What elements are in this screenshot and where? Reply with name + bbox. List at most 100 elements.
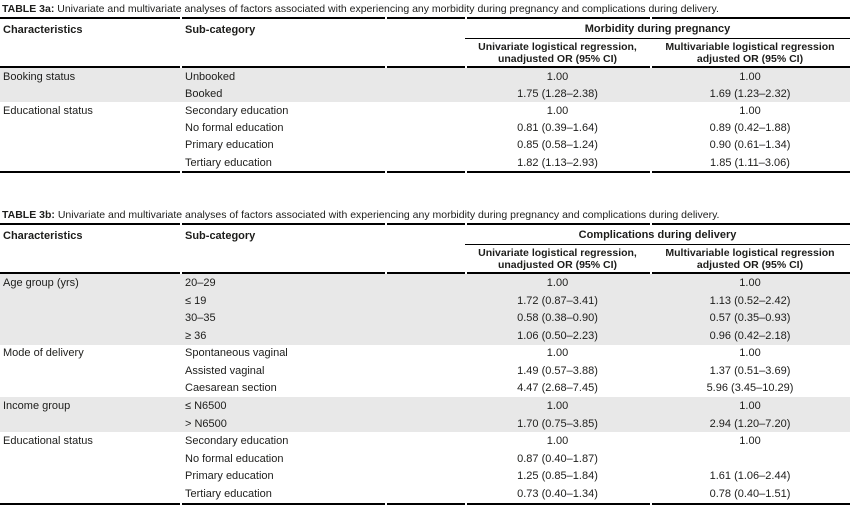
table-3a-top-rule (0, 17, 850, 19)
column-header-univariate-line1: Univariate logistical regression, (478, 246, 637, 259)
table-row: ≥ 36 1.06 (0.50–2.23) 0.96 (0.42–2.18) (0, 326, 850, 345)
row-multivariable-or: 2.94 (1.20–7.20) (709, 417, 791, 430)
row-characteristic: Mode of delivery (3, 347, 84, 360)
table-row: Age group (yrs) 20–29 1.00 1.00 (0, 274, 850, 292)
row-multivariable-or: 1.00 (739, 276, 761, 289)
row-univariate-or: 1.00 (546, 276, 569, 289)
table-row: Educational status Secondary education 1… (0, 102, 850, 119)
rule-column-gap (180, 171, 182, 174)
row-univariate-or: 0.85 (0.58–1.24) (517, 139, 598, 152)
row-univariate-or: 1.25 (0.85–1.84) (517, 470, 598, 483)
table-row: Tertiary education 1.82 (1.13–2.93) 1.85… (0, 154, 850, 171)
row-multivariable-or: 0.57 (0.35–0.93) (709, 312, 791, 325)
table-3a-header-row-1: Characteristics Sub-category Morbidity d… (0, 19, 850, 39)
row-multivariable-or: 0.96 (0.42–2.18) (709, 329, 791, 342)
row-multivariable-or: 1.00 (739, 435, 761, 448)
rule-column-gap (385, 272, 387, 275)
row-subcategory: Caesarean section (185, 382, 277, 395)
rule-column-gap (180, 272, 182, 275)
row-subcategory: No formal education (185, 452, 284, 465)
table-3b-body: Age group (yrs) 20–29 1.00 1.00 ≤ 19 1.7… (0, 274, 850, 503)
row-multivariable-or: 5.96 (3.45–10.29) (706, 382, 794, 395)
column-header-multivariable-line1: Multivariable logistical regression (665, 40, 835, 53)
column-header-univariate: Univariate logistical regression, unadju… (465, 41, 650, 65)
rule-column-gap (650, 66, 652, 68)
table-3b-title-label: TABLE 3b: (2, 209, 55, 222)
row-characteristic: Booking status (3, 70, 76, 83)
rule-column-gap (650, 272, 652, 275)
rule-column-gap (180, 66, 182, 68)
row-univariate-or: 1.72 (0.87–3.41) (517, 294, 598, 307)
table-row: Tertiary education 0.73 (0.40–1.34) 0.78… (0, 485, 850, 503)
row-univariate-or: 1.00 (546, 70, 569, 83)
row-characteristic: Age group (yrs) (3, 276, 79, 289)
row-subcategory: Primary education (185, 139, 274, 152)
row-subcategory: Secondary education (185, 435, 289, 448)
table-3a-title-label: TABLE 3a: (2, 3, 55, 15)
table-row: ≤ 19 1.72 (0.87–3.41) 1.13 (0.52–2.42) (0, 291, 850, 310)
column-header-subcategory: Sub-category (185, 230, 256, 243)
row-subcategory: Tertiary education (185, 156, 272, 169)
table-3a-body: Booking status Unbooked 1.00 1.00 Booked… (0, 68, 850, 171)
column-header-multivariable-line2: adjusted OR (95% CI) (696, 258, 804, 271)
row-multivariable-or: 1.13 (0.52–2.42) (709, 294, 791, 307)
row-subcategory: 20–29 (185, 276, 216, 289)
row-univariate-or: 0.73 (0.40–1.34) (517, 488, 598, 501)
rule-column-gap (385, 171, 387, 174)
table-3b: TABLE 3b: Univariate and multivariate an… (0, 206, 850, 505)
row-subcategory: Assisted vaginal (185, 364, 265, 377)
row-subcategory: Secondary education (185, 104, 289, 117)
row-subcategory: 30–35 (185, 312, 216, 325)
row-subcategory: ≤ 19 (185, 294, 207, 307)
row-subcategory: Primary education (185, 470, 274, 483)
row-subcategory: Booked (185, 87, 223, 100)
column-header-univariate-line1: Univariate logistical regression, (478, 40, 637, 53)
column-header-univariate-line2: unadjusted OR (95% CI) (497, 52, 617, 65)
table-3a-title-text: Univariate and multivariate analyses of … (57, 3, 719, 15)
row-univariate-or: 4.47 (2.68–7.45) (517, 382, 598, 395)
row-characteristic: Educational status (3, 435, 93, 448)
row-univariate-or: 1.82 (1.13–2.93) (517, 156, 598, 169)
table-3a-header-bottom-rule (0, 66, 850, 68)
row-multivariable-or: 1.69 (1.23–2.32) (709, 87, 791, 100)
row-multivariable-or: 1.00 (739, 104, 761, 117)
rule-column-gap (465, 223, 467, 226)
rule-column-gap (385, 223, 387, 226)
rule-column-gap (180, 223, 182, 226)
rule-column-gap (180, 17, 182, 19)
row-multivariable-or: 0.89 (0.42–1.88) (709, 122, 791, 135)
row-subcategory: Unbooked (185, 70, 236, 83)
row-characteristic: Educational status (3, 104, 93, 117)
row-subcategory: Tertiary education (185, 488, 272, 501)
rule-column-gap (385, 66, 387, 68)
rule-column-gap (650, 17, 652, 19)
group-header-morbidity: Morbidity during pregnancy (465, 23, 850, 39)
table-row: Educational status Secondary education 1… (0, 432, 850, 450)
table-3b-top-rule (0, 223, 850, 226)
row-subcategory: ≥ 36 (185, 329, 207, 342)
table-row: No formal education 0.87 (0.40–1.87) (0, 450, 850, 468)
rule-column-gap (465, 171, 467, 174)
table-row: Primary education 0.85 (0.58–1.24) 0.90 … (0, 137, 850, 154)
row-multivariable-or: 1.37 (0.51–3.69) (709, 364, 791, 377)
table-row: Assisted vaginal 1.49 (0.57–3.88) 1.37 (… (0, 362, 850, 380)
table-3b-title: TABLE 3b: Univariate and multivariate an… (0, 206, 850, 223)
column-header-multivariable: Multivariable logistical regression adju… (650, 247, 850, 271)
column-header-univariate-line2: unadjusted OR (95% CI) (497, 258, 617, 271)
row-univariate-or: 1.00 (546, 435, 569, 448)
table-row: Income group ≤ N6500 1.00 1.00 (0, 397, 850, 415)
table-row: Caesarean section 4.47 (2.68–7.45) 5.96 … (0, 380, 850, 398)
row-subcategory: Spontaneous vaginal (185, 347, 288, 360)
rule-column-gap (465, 272, 467, 275)
row-univariate-or: 1.49 (0.57–3.88) (517, 364, 598, 377)
row-subcategory: > N6500 (185, 417, 227, 430)
row-multivariable-or: 0.78 (0.40–1.51) (709, 488, 791, 501)
table-3b-header-row-1: Characteristics Sub-category Complicatio… (0, 225, 850, 246)
row-characteristic: Income group (3, 400, 71, 413)
table-3b-title-text: Univariate and multivariate analyses of … (57, 209, 720, 222)
row-multivariable-or: 1.61 (1.06–2.44) (709, 470, 791, 483)
row-univariate-or: 1.06 (0.50–2.23) (517, 329, 598, 342)
row-multivariable-or: 0.90 (0.61–1.34) (709, 139, 791, 152)
rule-column-gap (465, 66, 467, 68)
column-header-characteristics: Characteristics (3, 230, 83, 243)
